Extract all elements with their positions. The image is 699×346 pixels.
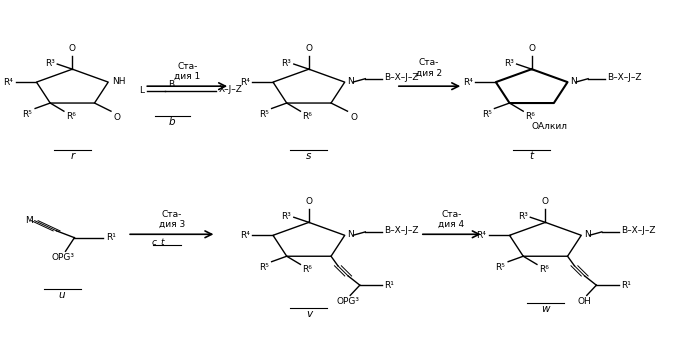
Text: NH: NH xyxy=(112,76,125,85)
Text: w: w xyxy=(541,304,549,314)
Text: B–X–J–Z: B–X–J–Z xyxy=(621,226,656,235)
Text: O: O xyxy=(305,44,312,53)
Text: R⁶: R⁶ xyxy=(525,112,535,121)
Text: Ста-: Ста- xyxy=(419,58,439,67)
Text: R¹: R¹ xyxy=(621,281,631,290)
Text: OPG³: OPG³ xyxy=(52,253,75,262)
Text: N: N xyxy=(570,76,577,85)
Text: R⁴: R⁴ xyxy=(476,231,487,240)
Text: R⁵: R⁵ xyxy=(496,263,505,272)
Text: R⁶: R⁶ xyxy=(303,112,312,121)
Text: L: L xyxy=(139,86,144,95)
Text: N: N xyxy=(347,76,354,85)
Text: дия 2: дия 2 xyxy=(416,69,442,78)
Text: t: t xyxy=(530,151,534,161)
Text: u: u xyxy=(59,290,66,300)
Text: дия 4: дия 4 xyxy=(438,220,465,229)
Text: c: c xyxy=(152,238,160,247)
Text: Ста-: Ста- xyxy=(161,210,182,219)
Text: O: O xyxy=(350,112,357,121)
Text: R⁴: R⁴ xyxy=(240,78,250,86)
Text: Ста-: Ста- xyxy=(178,62,198,71)
Text: O: O xyxy=(114,112,121,121)
Text: R⁶: R⁶ xyxy=(539,265,549,274)
Text: r: r xyxy=(70,151,75,161)
Text: R⁶: R⁶ xyxy=(66,112,75,121)
Text: N: N xyxy=(584,230,591,239)
Text: O: O xyxy=(69,44,76,53)
Text: b: b xyxy=(168,117,175,127)
Text: ОАлкил: ОАлкил xyxy=(531,122,568,131)
Text: дия 3: дия 3 xyxy=(159,220,185,229)
Text: X–J–Z: X–J–Z xyxy=(218,85,243,94)
Text: N: N xyxy=(347,230,354,239)
Text: t: t xyxy=(160,238,164,247)
Text: R³: R³ xyxy=(281,212,291,221)
Text: OH: OH xyxy=(578,297,591,306)
Text: R³: R³ xyxy=(45,58,55,67)
Text: R⁵: R⁵ xyxy=(259,263,269,272)
Text: дия 1: дия 1 xyxy=(175,72,201,81)
Text: R⁵: R⁵ xyxy=(259,109,269,119)
Text: R³: R³ xyxy=(518,212,528,221)
Text: O: O xyxy=(528,44,535,53)
Text: OPG³: OPG³ xyxy=(337,297,360,306)
Text: R⁶: R⁶ xyxy=(303,265,312,274)
Text: v: v xyxy=(306,309,312,319)
Text: R⁵: R⁵ xyxy=(482,109,491,119)
Text: R⁴: R⁴ xyxy=(3,78,13,86)
Text: R⁵: R⁵ xyxy=(22,109,32,119)
Text: R⁴: R⁴ xyxy=(463,78,473,86)
Text: B–X–J–Z: B–X–J–Z xyxy=(384,226,419,235)
Text: O: O xyxy=(542,197,549,206)
Text: s: s xyxy=(306,151,312,161)
Text: B: B xyxy=(168,80,175,89)
Text: Ста-: Ста- xyxy=(441,210,461,219)
Text: R³: R³ xyxy=(281,58,291,67)
Text: R³: R³ xyxy=(504,58,514,67)
Text: B–X–J–Z: B–X–J–Z xyxy=(384,73,419,82)
Text: R⁴: R⁴ xyxy=(240,231,250,240)
Text: M: M xyxy=(26,216,34,225)
Text: B–X–J–Z: B–X–J–Z xyxy=(607,73,642,82)
Text: O: O xyxy=(305,197,312,206)
Text: R¹: R¹ xyxy=(106,233,116,242)
Text: R¹: R¹ xyxy=(384,281,394,290)
